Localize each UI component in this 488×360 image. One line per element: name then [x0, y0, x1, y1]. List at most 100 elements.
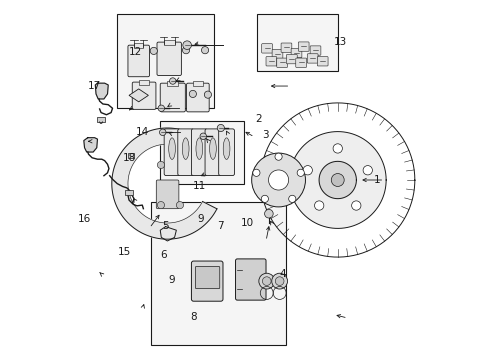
FancyBboxPatch shape [235, 259, 265, 300]
FancyBboxPatch shape [218, 129, 234, 176]
FancyBboxPatch shape [132, 82, 156, 109]
Text: 6: 6 [160, 250, 166, 260]
Circle shape [274, 153, 282, 160]
Text: 15: 15 [118, 247, 131, 257]
Text: 7: 7 [217, 221, 224, 231]
Bar [97, 117, 105, 122]
Circle shape [262, 277, 270, 285]
FancyBboxPatch shape [164, 129, 180, 176]
Bar [167, 81, 178, 86]
Text: 10: 10 [240, 218, 253, 228]
Bar [193, 81, 203, 86]
Bar [257, 14, 337, 71]
FancyBboxPatch shape [306, 54, 317, 63]
FancyBboxPatch shape [204, 129, 221, 176]
Bar [160, 121, 244, 184]
Circle shape [251, 153, 305, 207]
Text: 2: 2 [255, 114, 262, 124]
Circle shape [297, 169, 304, 176]
Circle shape [268, 170, 288, 190]
Text: 18: 18 [122, 153, 135, 163]
FancyBboxPatch shape [156, 180, 179, 209]
Text: 16: 16 [78, 214, 91, 224]
Text: 12: 12 [129, 46, 142, 57]
Bar [128, 153, 134, 158]
Polygon shape [129, 89, 148, 102]
Text: 17: 17 [88, 81, 101, 91]
Circle shape [204, 91, 211, 98]
Circle shape [303, 166, 312, 175]
FancyBboxPatch shape [276, 58, 287, 67]
Text: 1: 1 [373, 175, 380, 185]
Circle shape [261, 195, 268, 202]
Circle shape [189, 90, 196, 98]
FancyBboxPatch shape [295, 58, 306, 67]
Circle shape [314, 201, 323, 210]
Ellipse shape [223, 138, 229, 159]
Text: 13: 13 [333, 37, 346, 47]
Text: 4: 4 [279, 269, 286, 279]
FancyBboxPatch shape [271, 49, 282, 59]
Ellipse shape [196, 138, 202, 159]
Circle shape [351, 201, 360, 210]
Bar [117, 14, 214, 108]
FancyBboxPatch shape [290, 48, 301, 58]
FancyBboxPatch shape [186, 83, 209, 112]
Circle shape [289, 132, 386, 228]
Circle shape [363, 166, 372, 175]
Text: 14: 14 [135, 127, 149, 137]
Circle shape [201, 46, 208, 54]
FancyBboxPatch shape [178, 129, 193, 176]
FancyBboxPatch shape [309, 46, 320, 55]
Circle shape [169, 78, 176, 84]
Text: 5: 5 [162, 221, 168, 231]
Text: 8: 8 [189, 312, 196, 322]
Text: 11: 11 [192, 181, 205, 192]
Circle shape [288, 195, 295, 202]
Circle shape [200, 133, 206, 139]
Circle shape [252, 169, 260, 176]
Bar [134, 43, 143, 48]
Circle shape [157, 202, 164, 209]
Circle shape [183, 41, 191, 49]
FancyBboxPatch shape [195, 266, 219, 289]
FancyBboxPatch shape [191, 129, 207, 176]
Circle shape [330, 174, 344, 186]
Bar [125, 190, 132, 195]
Circle shape [157, 161, 164, 168]
Ellipse shape [168, 138, 175, 159]
Bar [151, 202, 285, 345]
FancyBboxPatch shape [286, 54, 297, 64]
Bar [163, 40, 174, 45]
Circle shape [159, 129, 165, 135]
Circle shape [332, 144, 342, 153]
Text: 9: 9 [197, 215, 203, 224]
Polygon shape [319, 161, 356, 199]
Text: 3: 3 [262, 130, 268, 140]
FancyBboxPatch shape [191, 261, 223, 301]
Circle shape [258, 273, 274, 289]
Circle shape [217, 125, 224, 132]
FancyBboxPatch shape [317, 57, 327, 66]
FancyBboxPatch shape [298, 42, 308, 51]
Text: 9: 9 [168, 275, 175, 285]
FancyBboxPatch shape [128, 45, 149, 77]
Circle shape [158, 105, 164, 112]
Ellipse shape [209, 138, 216, 159]
Circle shape [275, 277, 284, 285]
Ellipse shape [182, 138, 189, 159]
Polygon shape [95, 83, 108, 99]
Circle shape [176, 202, 183, 209]
FancyBboxPatch shape [265, 57, 276, 66]
FancyBboxPatch shape [157, 42, 181, 76]
Circle shape [264, 210, 273, 218]
Circle shape [150, 47, 157, 54]
Circle shape [182, 46, 189, 54]
FancyBboxPatch shape [261, 44, 272, 53]
FancyBboxPatch shape [160, 83, 185, 112]
Polygon shape [83, 138, 97, 152]
Bar [139, 80, 149, 85]
Circle shape [271, 273, 287, 289]
FancyBboxPatch shape [281, 43, 291, 52]
Polygon shape [112, 128, 217, 239]
